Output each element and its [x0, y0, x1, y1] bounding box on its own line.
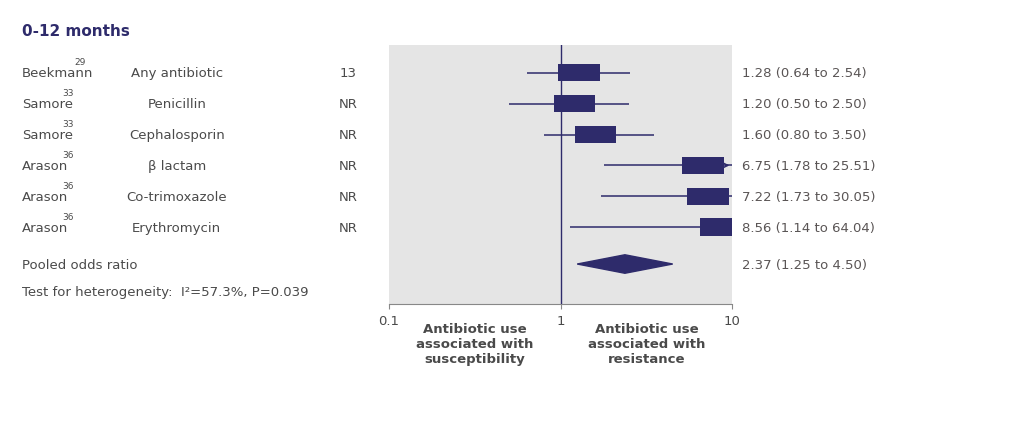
Text: NR: NR — [339, 129, 358, 141]
Text: Erythromycin: Erythromycin — [132, 221, 221, 234]
Text: Test for heterogeneity:  I²=57.3%, P=0.039: Test for heterogeneity: I²=57.3%, P=0.03… — [22, 286, 309, 299]
Text: Beekmann: Beekmann — [22, 67, 94, 80]
Text: 36: 36 — [62, 212, 74, 221]
Text: 1.28 (0.64 to 2.54): 1.28 (0.64 to 2.54) — [742, 67, 867, 80]
Text: 36: 36 — [62, 181, 74, 190]
Bar — [575, 127, 616, 144]
Bar — [683, 157, 723, 175]
Text: 13: 13 — [340, 67, 357, 80]
Text: NR: NR — [339, 190, 358, 203]
Text: NR: NR — [339, 159, 358, 173]
Text: 8.56 (1.14 to 64.04): 8.56 (1.14 to 64.04) — [742, 221, 876, 234]
Text: Arason: Arason — [22, 190, 69, 203]
Text: 29: 29 — [75, 58, 86, 67]
Text: 6.75 (1.78 to 25.51): 6.75 (1.78 to 25.51) — [742, 159, 876, 173]
Text: 36: 36 — [62, 151, 74, 159]
Polygon shape — [577, 255, 673, 274]
Text: 33: 33 — [62, 120, 74, 129]
Text: Penicillin: Penicillin — [147, 98, 206, 111]
Text: β lactam: β lactam — [147, 159, 206, 173]
Bar — [559, 65, 600, 82]
Text: 33: 33 — [62, 89, 74, 98]
Text: Co-trimoxazole: Co-trimoxazole — [126, 190, 227, 203]
Text: Arason: Arason — [22, 159, 69, 173]
Text: 0-12 months: 0-12 months — [22, 24, 130, 39]
Bar — [700, 219, 741, 236]
Bar — [553, 96, 595, 113]
Text: 2.37 (1.25 to 4.50): 2.37 (1.25 to 4.50) — [742, 258, 868, 271]
Text: Samore: Samore — [22, 129, 73, 141]
Text: Antibiotic use
associated with
susceptibility: Antibiotic use associated with susceptib… — [416, 322, 533, 365]
Text: Pooled odds ratio: Pooled odds ratio — [22, 258, 137, 271]
Text: Cephalosporin: Cephalosporin — [129, 129, 224, 141]
Text: Arason: Arason — [22, 221, 69, 234]
Bar — [688, 188, 728, 205]
Text: 1.60 (0.80 to 3.50): 1.60 (0.80 to 3.50) — [742, 129, 867, 141]
Text: 7.22 (1.73 to 30.05): 7.22 (1.73 to 30.05) — [742, 190, 876, 203]
Text: 1.20 (0.50 to 2.50): 1.20 (0.50 to 2.50) — [742, 98, 868, 111]
Text: NR: NR — [339, 98, 358, 111]
Text: Samore: Samore — [22, 98, 73, 111]
Text: Antibiotic use
associated with
resistance: Antibiotic use associated with resistanc… — [588, 322, 705, 365]
Text: Any antibiotic: Any antibiotic — [130, 67, 223, 80]
Text: NR: NR — [339, 221, 358, 234]
